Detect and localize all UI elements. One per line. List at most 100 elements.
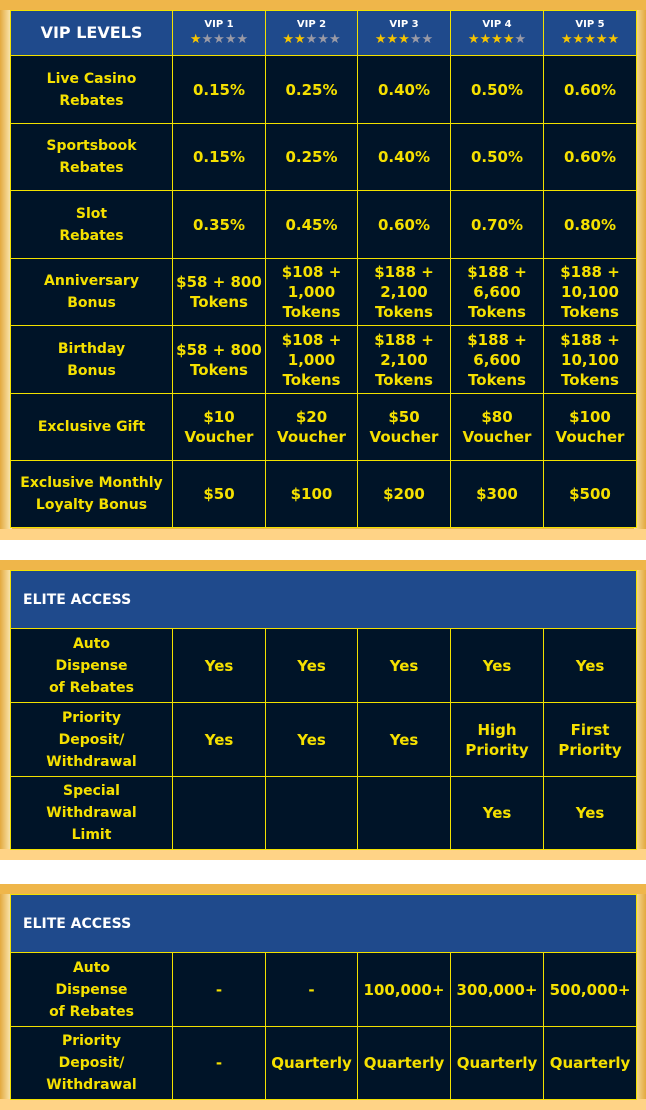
table-row: Birthday Bonus $58 + 800 Tokens $108 + 1,0… xyxy=(10,325,637,394)
vip-levels-table: VIP LEVELS VIP 1 ★★★★★ VIP 2 ★★★★★ VIP 3 ★★★★… xyxy=(10,10,637,528)
row-label: Live Casino Rebates xyxy=(10,55,173,124)
value-cell: First Priority xyxy=(542,702,638,777)
star-rating: ★★★★★ xyxy=(360,32,448,48)
value-cell: Quarterly xyxy=(542,1026,638,1100)
row-label: Special Withdrawal Limit xyxy=(10,776,173,850)
table-row: Live Casino Rebates 0.15% 0.25% 0.40% 0.50% 0… xyxy=(10,55,637,124)
star-icon: ★ xyxy=(421,32,434,47)
value-cell: - xyxy=(265,952,358,1027)
elite-access-table-2: ELITE ACCESS Auto Dispense of Rebates - -1… xyxy=(9,894,638,1100)
value-cell: Yes xyxy=(265,702,358,777)
value-cell: $188 + 2,100 Tokens xyxy=(357,258,451,326)
value-cell: 0.60% xyxy=(357,190,451,259)
value-cell: 0.25% xyxy=(265,123,358,191)
star-icon: ★ xyxy=(479,32,492,47)
row-label: Anniversary Bonus xyxy=(10,258,173,326)
value-cell: - xyxy=(172,1026,266,1100)
star-icon: ★ xyxy=(201,32,214,47)
star-icon: ★ xyxy=(294,32,306,47)
star-icon: ★ xyxy=(491,32,503,47)
value-cell: $58 + 800 Tokens xyxy=(172,325,266,394)
row-label: Slot Rebates xyxy=(10,190,173,259)
value-cell: Quarterly xyxy=(357,1026,451,1100)
star-icon: ★ xyxy=(317,32,329,47)
value-cell: Quarterly xyxy=(450,1026,544,1100)
value-cell: Quarterly xyxy=(265,1026,358,1100)
vip-level-header: VIP 5 ★★★★★ xyxy=(543,10,637,56)
value-cell xyxy=(357,776,451,850)
row-label: Sportsbook Rebates xyxy=(10,123,173,191)
star-icon: ★ xyxy=(224,32,237,47)
table-row: Special Withdrawal Limit Yes Yes xyxy=(10,776,638,850)
star-rating: ★★★★★ xyxy=(453,32,541,48)
value-cell: Yes xyxy=(172,702,266,777)
value-cell: $50 xyxy=(172,460,266,528)
star-icon: ★ xyxy=(502,32,515,47)
value-cell: $188 + 10,100 Tokens xyxy=(543,325,637,394)
star-icon: ★ xyxy=(409,32,422,47)
table-row: Slot Rebates 0.35% 0.45% 0.60% 0.70% 0.80% xyxy=(10,190,637,259)
value-cell: 0.80% xyxy=(543,190,637,259)
value-cell: 0.40% xyxy=(357,55,451,124)
value-cell: $200 xyxy=(357,460,451,528)
value-cell: 0.60% xyxy=(543,55,637,124)
star-icon: ★ xyxy=(374,32,387,47)
star-icon: ★ xyxy=(328,32,341,47)
value-cell: 0.35% xyxy=(172,190,266,259)
vip-level-name: VIP 4 xyxy=(482,19,512,30)
vip-level-header: VIP 4 ★★★★★ xyxy=(450,10,544,56)
elite-access-title: ELITE ACCESS xyxy=(9,894,638,953)
star-rating: ★★★★★ xyxy=(546,32,634,48)
value-cell: - xyxy=(172,952,266,1027)
vip-levels-title: VIP LEVELS xyxy=(10,10,173,56)
row-label: Priority Deposit/ Withdrawal xyxy=(10,702,173,777)
star-icon: ★ xyxy=(213,32,225,47)
star-icon: ★ xyxy=(560,32,573,47)
value-cell: $108 + 1,000 Tokens xyxy=(265,325,358,394)
row-label: Auto Dispense of Rebates xyxy=(10,952,173,1027)
table-row: Exclusive Monthly Loyalty Bonus $50 $100 $2… xyxy=(10,460,637,528)
value-cell: $50 Voucher xyxy=(357,393,451,461)
vip-level-header: VIP 3 ★★★★★ xyxy=(357,10,451,56)
vip-level-header: VIP 1 ★★★★★ xyxy=(172,10,266,56)
elite-access-table-1: ELITE ACCESS Auto Dispense of Rebates Yes… xyxy=(9,570,638,850)
star-icon: ★ xyxy=(386,32,399,47)
star-icon: ★ xyxy=(584,32,596,47)
table-row: Priority Deposit/ Withdrawal - Quarterly Qu… xyxy=(10,1026,638,1100)
vip-level-name: VIP 3 xyxy=(389,19,419,30)
value-cell: 100,000+ xyxy=(357,952,451,1027)
table-row: Anniversary Bonus $58 + 800 Tokens $108 + … xyxy=(10,258,637,326)
value-cell: $100 xyxy=(265,460,358,528)
value-cell: $108 + 1,000 Tokens xyxy=(265,258,358,326)
row-label: Exclusive Monthly Loyalty Bonus xyxy=(10,460,173,528)
table-row: Exclusive Gift $10 Voucher $20 Voucher $50 … xyxy=(10,393,637,461)
elite-access-panel-1: ELITE ACCESS Auto Dispense of Rebates Yes… xyxy=(0,560,646,860)
value-cell: $188 + 6,600 Tokens xyxy=(450,258,544,326)
value-cell: Yes xyxy=(172,628,266,703)
value-cell: $188 + 2,100 Tokens xyxy=(357,325,451,394)
value-cell: $20 Voucher xyxy=(265,393,358,461)
star-icon: ★ xyxy=(467,32,480,47)
star-icon: ★ xyxy=(595,32,608,47)
value-cell xyxy=(172,776,266,850)
table-row: Priority Deposit/ Withdrawal Yes Yes Yes Hig… xyxy=(10,702,638,777)
value-cell: 0.70% xyxy=(450,190,544,259)
row-label: Birthday Bonus xyxy=(10,325,173,394)
star-rating: ★★★★★ xyxy=(268,32,355,48)
value-cell: 0.50% xyxy=(450,55,544,124)
value-cell xyxy=(265,776,358,850)
value-cell: 0.25% xyxy=(265,55,358,124)
vip-level-name: VIP 2 xyxy=(296,19,327,30)
elite-access-panel-2: ELITE ACCESS Auto Dispense of Rebates - -1… xyxy=(0,884,646,1110)
table-row: Sportsbook Rebates 0.15% 0.25% 0.40% 0.50% 0.… xyxy=(10,123,637,191)
table-row: Auto Dispense of Rebates Yes Yes Yes Yes Yes xyxy=(10,628,638,703)
star-rating: ★★★★★ xyxy=(175,32,263,48)
star-icon: ★ xyxy=(607,32,620,47)
value-cell: Yes xyxy=(542,628,638,703)
value-cell: $58 + 800 Tokens xyxy=(172,258,266,326)
value-cell: 0.60% xyxy=(543,123,637,191)
value-cell: $188 + 10,100 Tokens xyxy=(543,258,637,326)
value-cell: 0.45% xyxy=(265,190,358,259)
value-cell: $10 Voucher xyxy=(172,393,266,461)
star-icon: ★ xyxy=(514,32,527,47)
